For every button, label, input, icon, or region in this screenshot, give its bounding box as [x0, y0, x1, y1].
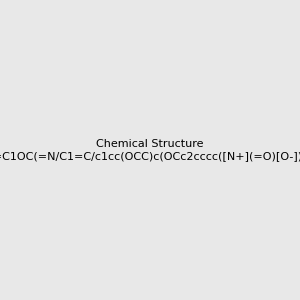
- Text: Chemical Structure
O=C1OC(=N/C1=C/c1cc(OCC)c(OCc2cccc([N+](=O)[O-])c2: Chemical Structure O=C1OC(=N/C1=C/c1cc(O…: [0, 139, 300, 161]
